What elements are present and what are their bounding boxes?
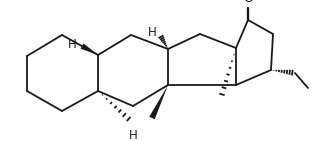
Polygon shape — [149, 85, 168, 119]
Text: H: H — [148, 27, 157, 39]
Text: H: H — [68, 37, 77, 51]
Text: O: O — [243, 0, 253, 5]
Text: H: H — [129, 129, 138, 142]
Polygon shape — [80, 43, 98, 55]
